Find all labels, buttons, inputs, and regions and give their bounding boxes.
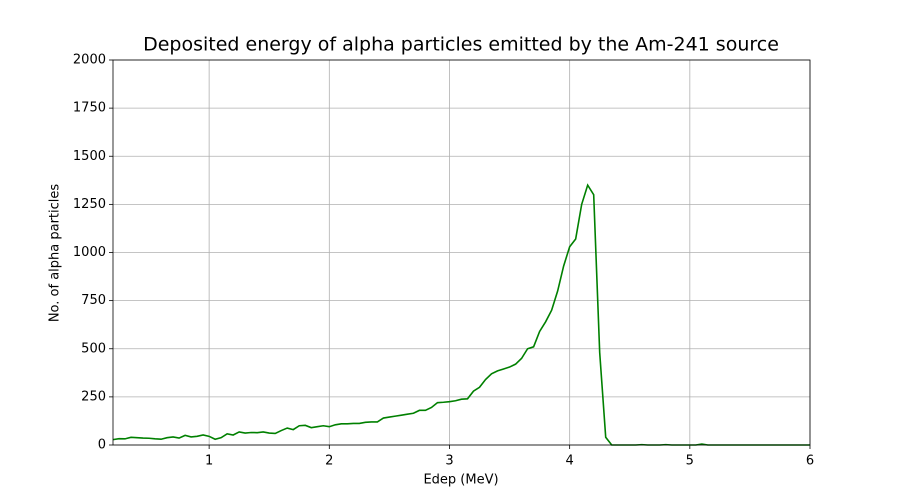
y-tick-label: 0 bbox=[98, 438, 106, 453]
x-tick-label: 4 bbox=[566, 454, 574, 469]
x-tick-label: 3 bbox=[445, 454, 453, 469]
y-tick-label: 2000 bbox=[73, 53, 106, 68]
y-axis-label: No. of alpha particles bbox=[48, 184, 63, 323]
x-tick-label: 6 bbox=[806, 454, 814, 469]
y-tick-label: 1750 bbox=[73, 101, 106, 116]
y-tick-label: 750 bbox=[81, 293, 106, 308]
y-tick-label: 1500 bbox=[73, 149, 106, 164]
plot-frame bbox=[112, 59, 811, 446]
y-tick-label: 1250 bbox=[73, 197, 106, 212]
x-tick-label: 5 bbox=[686, 454, 694, 469]
x-tick-label: 2 bbox=[325, 454, 333, 469]
chart-title: Deposited energy of alpha particles emit… bbox=[143, 34, 779, 56]
y-tick-label: 1000 bbox=[73, 245, 106, 260]
x-tick-label: 1 bbox=[205, 454, 213, 469]
y-tick-label: 250 bbox=[81, 389, 106, 404]
y-tick-label: 500 bbox=[81, 341, 106, 356]
data-line bbox=[112, 183, 810, 446]
x-axis-label: Edep (MeV) bbox=[423, 473, 498, 488]
